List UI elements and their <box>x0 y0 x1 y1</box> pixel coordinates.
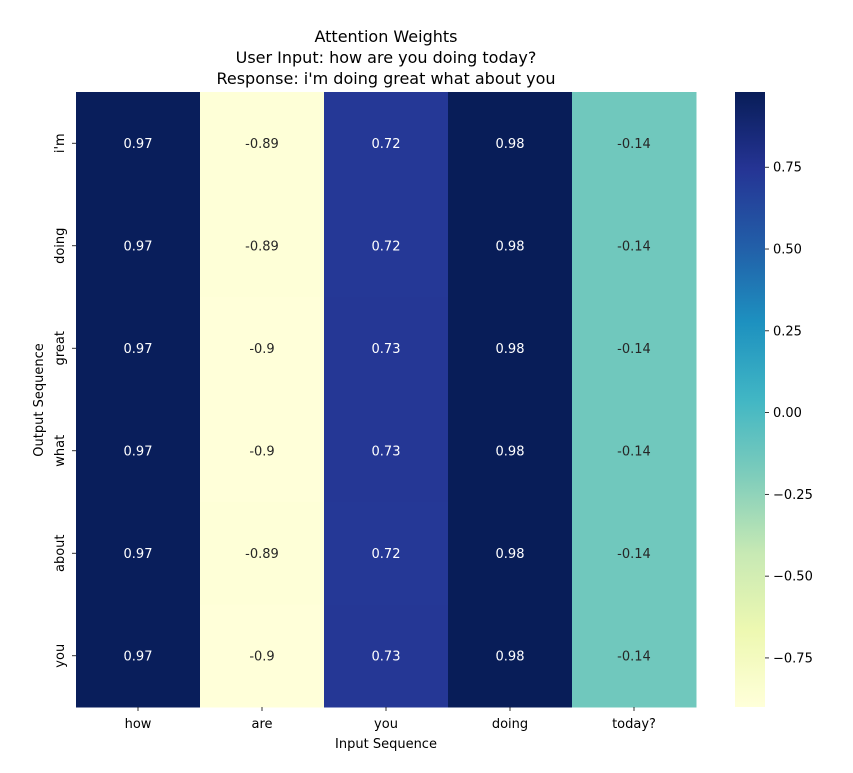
heatmap-cell <box>200 604 325 708</box>
heatmap-cell <box>324 92 449 195</box>
heatmap-cell-value: -0.9 <box>249 444 274 459</box>
heatmap-cell <box>448 604 573 708</box>
colorbar-tick-label: 0.25 <box>773 324 802 339</box>
heatmap-cell <box>448 399 573 503</box>
y-tick-label: doing <box>53 228 68 264</box>
x-tick-label: today? <box>612 717 656 732</box>
y-tick-label: i'm <box>53 133 68 153</box>
y-axis-label: Output Sequence <box>32 343 47 456</box>
heatmap-cell <box>76 194 201 298</box>
y-tick-label: about <box>53 534 68 572</box>
heatmap-cell-value: -0.9 <box>249 342 274 357</box>
colorbar-ticks: 0.75 0.50 0.25 0.00 −0.25 −0.50 −0.75 <box>765 161 813 666</box>
heatmap-cell-value: 0.97 <box>124 342 153 357</box>
colorbar-tick-label: −0.25 <box>773 488 813 503</box>
heatmap-cell <box>200 297 325 400</box>
y-tick-label: great <box>53 331 68 365</box>
heatmap-cell-value: 0.97 <box>124 547 153 562</box>
heatmap-cell-value: 0.72 <box>372 137 401 152</box>
x-axis-label: Input Sequence <box>335 737 437 752</box>
heatmap-cell-value: -0.14 <box>617 649 651 664</box>
heatmap-cell <box>572 194 697 298</box>
heatmap-cell-value: 0.73 <box>372 649 401 664</box>
chart-title: Attention Weights <box>314 27 457 46</box>
x-tick-label: doing <box>492 717 528 732</box>
heatmap-cell <box>572 297 697 400</box>
heatmap-cell <box>76 399 201 503</box>
heatmap-cell <box>76 297 201 400</box>
x-tick-label: are <box>251 717 272 732</box>
colorbar-tick-label: 0.75 <box>773 161 802 176</box>
chart-subtitle-response: Response: i'm doing great what about you <box>216 69 555 88</box>
heatmap-cell-value: -0.89 <box>245 547 279 562</box>
heatmap-cell-value: 0.72 <box>372 547 401 562</box>
heatmap-cell <box>76 502 201 605</box>
heatmap-cell <box>448 92 573 195</box>
heatmap-cell-value: 0.97 <box>124 444 153 459</box>
colorbar-tick-label: −0.50 <box>773 570 813 585</box>
heatmap-cell-value: -0.14 <box>617 547 651 562</box>
heatmap-cell-value: 0.98 <box>496 137 525 152</box>
heatmap-cell <box>448 297 573 400</box>
heatmap-cell <box>448 502 573 605</box>
x-tick-label: you <box>374 717 398 732</box>
colorbar-tick-label: 0.50 <box>773 243 802 258</box>
heatmap-cell-value: 0.98 <box>496 239 525 254</box>
chart-subtitle-user-input: User Input: how are you doing today? <box>236 48 537 67</box>
heatmap-cell <box>76 604 201 708</box>
heatmap-cell <box>448 194 573 298</box>
heatmap-cell-value: 0.97 <box>124 649 153 664</box>
heatmap-cell <box>76 92 201 195</box>
heatmap-cell-value: 0.98 <box>496 649 525 664</box>
x-axis-ticks: how are you doing today? <box>125 707 656 732</box>
heatmap-cell <box>200 92 325 195</box>
heatmap-cell-value: 0.97 <box>124 137 153 152</box>
heatmap-cell <box>200 502 325 605</box>
heatmap-cell-value: -0.14 <box>617 239 651 254</box>
heatmap-cell-value: 0.98 <box>496 342 525 357</box>
colorbar-tick-label: −0.75 <box>773 651 813 666</box>
heatmap-cells: 0.97 -0.89 0.72 0.98 -0.14 0.97 -0.89 0.72 0.98 -… <box>76 92 697 708</box>
heatmap-cell-value: 0.98 <box>496 547 525 562</box>
heatmap-cell-value: 0.72 <box>372 239 401 254</box>
heatmap-cell <box>572 604 697 708</box>
heatmap-cell <box>324 604 449 708</box>
heatmap-cell <box>324 194 449 298</box>
x-tick-label: how <box>125 717 152 732</box>
heatmap-cell <box>324 297 449 400</box>
heatmap-cell <box>572 92 697 195</box>
heatmap-cell <box>200 194 325 298</box>
heatmap-cell-value: -0.14 <box>617 342 651 357</box>
colorbar-tick-label: 0.00 <box>773 406 802 421</box>
heatmap-cell <box>200 399 325 503</box>
heatmap-cell-value: -0.89 <box>245 137 279 152</box>
colorbar <box>735 92 765 707</box>
heatmap-cell-value: 0.73 <box>372 342 401 357</box>
heatmap-cell <box>324 399 449 503</box>
y-axis-ticks: i'm doing great what about you <box>53 133 76 668</box>
heatmap-cell <box>572 399 697 503</box>
heatmap-cell <box>324 502 449 605</box>
heatmap-cell-value: 0.97 <box>124 239 153 254</box>
heatmap-cell-value: -0.9 <box>249 649 274 664</box>
y-tick-label: you <box>53 644 68 668</box>
heatmap-cell-value: -0.14 <box>617 137 651 152</box>
heatmap-cell-value: -0.14 <box>617 444 651 459</box>
heatmap-cell-value: 0.98 <box>496 444 525 459</box>
y-tick-label: what <box>53 435 68 467</box>
heatmap-cell <box>572 502 697 605</box>
heatmap-cell-value: 0.73 <box>372 444 401 459</box>
heatmap-cell-value: -0.89 <box>245 239 279 254</box>
